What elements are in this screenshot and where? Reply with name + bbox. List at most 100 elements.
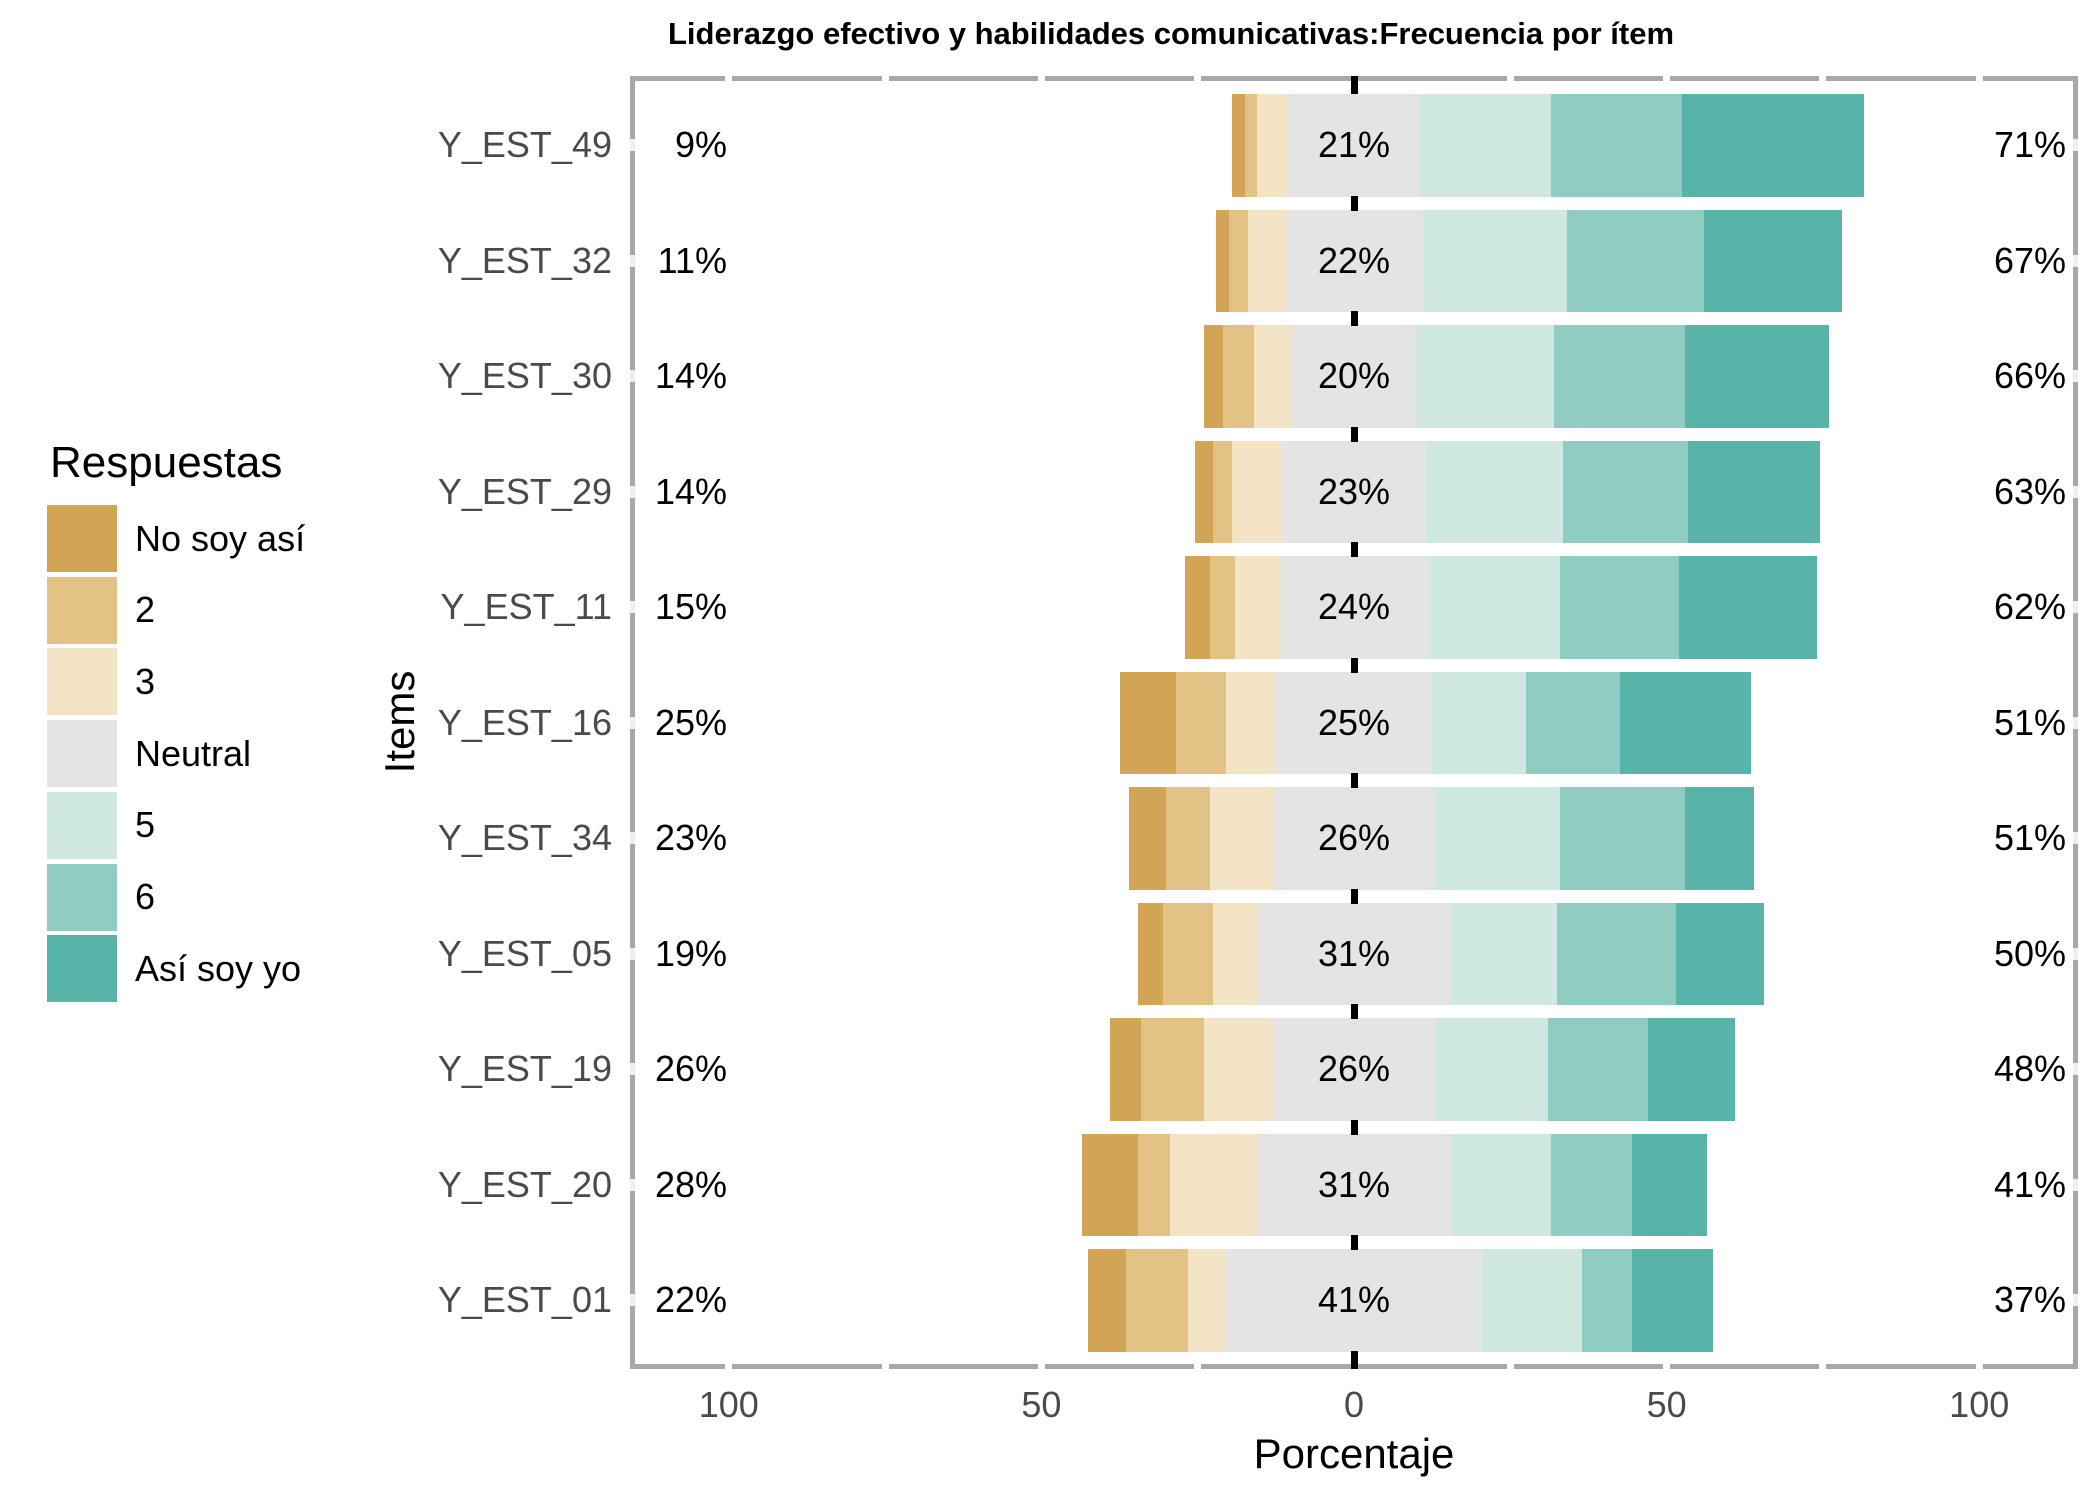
neutral-percentage-label: 41% (1317, 1279, 1391, 1321)
low-percentage-label: 11% (657, 239, 727, 281)
low-percentage-label: 23% (654, 817, 727, 859)
bar-segment-Así soy yo (1647, 1018, 1736, 1121)
low-percentage-label: 14% (654, 355, 727, 397)
high-percentage-label: 48% (1994, 1048, 2067, 1090)
x-tick-label: 0 (1343, 1384, 1365, 1425)
bar-segment-No soy así (1082, 1133, 1139, 1236)
bar-row (0, 902, 2100, 1005)
bar-segment-5 (1416, 325, 1555, 428)
axis-tick-gap (1975, 1364, 1983, 1369)
legend-label: 5 (135, 804, 156, 846)
legend-label: Neutral (135, 732, 252, 774)
bar-segment-No soy así (1088, 1249, 1126, 1352)
zero-line-dash (1350, 888, 1358, 904)
low-percentage-label: 26% (654, 1048, 727, 1090)
bar-segment-No soy así (1138, 902, 1164, 1005)
bar-segment-2 (1244, 94, 1258, 197)
bar-segment-Así soy yo (1682, 94, 1864, 197)
bar-segment-2 (1141, 1018, 1204, 1121)
y-tick-gap (2073, 485, 2078, 498)
bar-segment-2 (1175, 671, 1226, 774)
legend-label: 2 (135, 589, 156, 631)
bar-segment-3 (1257, 94, 1289, 197)
bar-segment-5 (1435, 787, 1561, 890)
low-percentage-label: 28% (654, 1163, 727, 1205)
y-tick-gap (630, 601, 635, 614)
legend-label: 6 (135, 876, 156, 917)
zero-line-dash (1350, 426, 1358, 442)
y-tick-gap (630, 716, 635, 729)
bar-segment-6 (1557, 902, 1676, 1005)
bar-segment-Así soy yo (1675, 902, 1764, 1005)
bar-segment-3 (1225, 671, 1276, 774)
bar-segment-2 (1213, 440, 1233, 543)
bar-segment-Así soy yo (1704, 209, 1842, 312)
bar-segment-Neutral (1285, 209, 1423, 312)
axis-tick-gap (881, 1364, 889, 1369)
bar-segment-3 (1213, 902, 1258, 1005)
y-tick-gap (2073, 1178, 2078, 1191)
bar-segment-5 (1435, 1018, 1548, 1121)
bar-row (0, 1249, 2100, 1352)
bar-segment-5 (1482, 1249, 1583, 1352)
neutral-percentage-label: 24% (1317, 586, 1391, 628)
y-tick-gap (2073, 716, 2078, 729)
bar-segment-Neutral (1272, 1018, 1436, 1121)
bar-segment-Así soy yo (1632, 1249, 1714, 1352)
bar-row (0, 440, 2100, 543)
item-label: Y_EST_34 (437, 817, 612, 859)
axis-tick-gap (1819, 1364, 1827, 1369)
bar-segment-3 (1188, 1249, 1226, 1352)
item-label: Y_EST_16 (437, 701, 612, 743)
bar-segment-6 (1547, 1018, 1648, 1121)
y-tick-gap (630, 1063, 635, 1076)
bar-segment-2 (1228, 209, 1248, 312)
bar-row (0, 94, 2100, 197)
x-axis-title: Porcentaje (1253, 1430, 1455, 1477)
y-tick-gap (630, 370, 635, 383)
bar-segment-Así soy yo (1685, 787, 1755, 890)
bar-segment-5 (1419, 94, 1551, 197)
axis-tick-gap (1506, 76, 1514, 81)
bar-segment-6 (1560, 556, 1680, 659)
bar-segment-Así soy yo (1688, 440, 1820, 543)
item-label: Y_EST_01 (437, 1279, 612, 1321)
low-percentage-label: 15% (654, 586, 727, 628)
bar-segment-6 (1582, 1249, 1633, 1352)
bar-segment-6 (1560, 787, 1686, 890)
bar-segment-Neutral (1257, 902, 1451, 1005)
axis-tick-gap (1037, 76, 1045, 81)
x-tick-label: 50 (1021, 1384, 1062, 1425)
axis-tick-gap (725, 76, 733, 81)
bar-segment-2 (1125, 1249, 1189, 1352)
high-percentage-label: 37% (1994, 1279, 2067, 1321)
item-label: Y_EST_49 (437, 124, 612, 166)
bar-segment-3 (1253, 325, 1292, 428)
item-label: Y_EST_29 (437, 470, 612, 512)
x-tick-label: 100 (1949, 1384, 2010, 1425)
y-tick-gap (2073, 1294, 2078, 1307)
neutral-percentage-label: 23% (1317, 470, 1391, 512)
bar-segment-Neutral (1291, 325, 1417, 428)
x-tick-label: 100 (698, 1384, 759, 1425)
item-label: Y_EST_30 (437, 355, 612, 397)
bar-segment-Neutral (1257, 1133, 1451, 1236)
axis-tick-gap (1194, 76, 1202, 81)
axis-tick-gap (881, 76, 889, 81)
zero-line-dash (1350, 657, 1358, 673)
neutral-percentage-label: 26% (1317, 817, 1391, 859)
neutral-percentage-label: 22% (1317, 239, 1391, 281)
bar-segment-5 (1432, 671, 1526, 774)
bar-segment-2 (1166, 787, 1211, 890)
high-percentage-label: 50% (1994, 932, 2067, 974)
bar-segment-2 (1138, 1133, 1170, 1236)
zero-line-dash (1350, 76, 1358, 94)
bar-segment-Neutral (1272, 787, 1436, 890)
bar-segment-Así soy yo (1685, 325, 1830, 428)
bar-segment-3 (1247, 209, 1286, 312)
legend-swatch-No soy así (47, 505, 117, 572)
bar-segment-6 (1525, 671, 1620, 774)
item-label: Y_EST_20 (437, 1163, 612, 1205)
zero-line-dash (1350, 1235, 1358, 1250)
y-tick-gap (630, 1178, 635, 1191)
